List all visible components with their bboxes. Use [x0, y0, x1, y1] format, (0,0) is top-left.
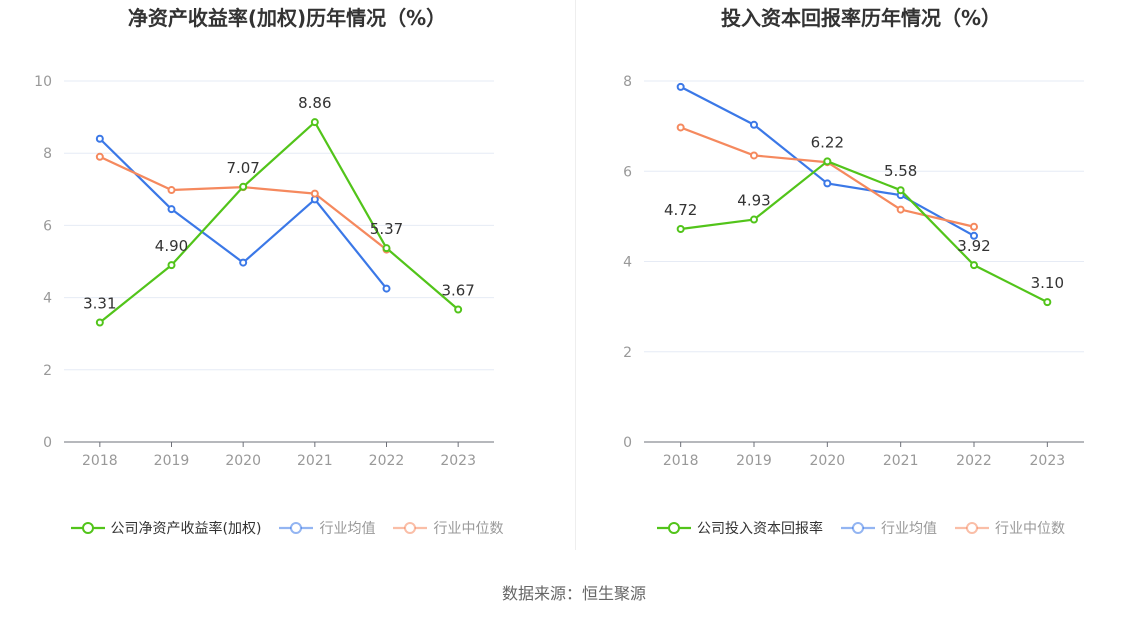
data-point-company[interactable]: [823, 157, 832, 166]
x-tick-label: 2019: [736, 453, 772, 469]
data-label: 7.07: [226, 159, 259, 177]
y-tick-label: 6: [623, 164, 632, 180]
x-tick-label: 2020: [225, 453, 261, 469]
data-point-avg[interactable]: [239, 258, 248, 267]
data-label: 3.92: [957, 237, 990, 255]
x-tick-label: 2023: [440, 453, 476, 469]
data-point-median[interactable]: [970, 222, 978, 231]
data-point-company[interactable]: [970, 261, 978, 270]
data-point-median[interactable]: [750, 151, 758, 160]
x-tick-label: 2023: [1030, 453, 1066, 469]
y-tick-label: 8: [43, 146, 52, 162]
legend-marker-icon: [279, 522, 314, 534]
data-point-avg[interactable]: [750, 120, 758, 129]
data-point-company[interactable]: [454, 305, 463, 314]
legend-marker-icon: [657, 522, 691, 534]
chart-plot: 0 2 4 6 8 2018 2019 2020 2021 2022 2023 4.72 4.93 6.2…: [623, 74, 1084, 469]
data-label: 3.67: [441, 282, 474, 300]
chart-title: 净资产收益率(加权)历年情况（%）: [127, 6, 447, 30]
data-point-company[interactable]: [750, 215, 758, 224]
chart-panel-roe: 净资产收益率(加权)历年情况（%） 0 2 4 6 8 10 2018 2019 2020 202…: [0, 0, 574, 560]
data-source-note: 数据来源：恒生聚源: [501, 584, 646, 603]
data-point-median[interactable]: [95, 152, 104, 161]
data-point-median[interactable]: [896, 205, 905, 214]
chart-title: 投入资本回报率历年情况（%）: [720, 6, 1002, 30]
legend-marker-icon: [70, 522, 105, 534]
legend-label: 行业均值: [881, 521, 937, 537]
data-label: 5.37: [370, 220, 403, 238]
x-tick-label: 2022: [956, 453, 992, 469]
data-point-company[interactable]: [310, 118, 319, 127]
legend-item-median[interactable]: 行业中位数: [393, 518, 503, 538]
series-line-company: [99, 121, 459, 324]
data-point-company[interactable]: [676, 225, 685, 234]
y-tick-label: 6: [43, 218, 52, 234]
series-line-company: [680, 160, 1048, 304]
legend-label: 行业中位数: [433, 521, 504, 537]
data-point-avg[interactable]: [676, 82, 685, 91]
data-label: 4.90: [155, 237, 188, 255]
chart-legend: 公司投入资本回报率 行业均值 行业中位数: [574, 518, 1148, 538]
x-tick-label: 2020: [810, 453, 846, 469]
data-label: 6.22: [811, 133, 844, 151]
data-point-company[interactable]: [1043, 298, 1052, 307]
legend-marker-icon: [841, 522, 875, 534]
data-point-avg[interactable]: [167, 205, 176, 214]
legend-item-median[interactable]: 行业中位数: [955, 518, 1065, 538]
y-tick-label: 2: [623, 345, 632, 361]
x-tick-label: 2021: [883, 453, 919, 469]
legend-label: 公司投入资本回报率: [697, 521, 823, 537]
chart-panel-roic: 投入资本回报率历年情况（%） 0 2 4 6 8 2018 2019 2020 2021 2022…: [574, 0, 1148, 560]
data-point-avg[interactable]: [382, 284, 391, 293]
x-tick-label: 2019: [154, 453, 190, 469]
y-tick-label: 8: [623, 74, 632, 90]
data-point-company[interactable]: [896, 186, 905, 195]
chart-legend: 公司净资产收益率(加权) 行业均值 行业中位数: [0, 518, 574, 538]
legend-marker-icon: [955, 522, 989, 534]
data-point-avg[interactable]: [970, 231, 978, 240]
data-point-median[interactable]: [676, 123, 685, 132]
data-point-company[interactable]: [167, 261, 176, 270]
data-label: 5.58: [884, 162, 917, 180]
data-point-avg[interactable]: [95, 134, 104, 143]
x-tick-label: 2021: [297, 453, 333, 469]
legend-label: 行业中位数: [995, 521, 1065, 537]
y-tick-label: 10: [34, 74, 52, 90]
legend-item-avg[interactable]: 行业均值: [841, 518, 937, 538]
legend-marker-icon: [393, 522, 428, 534]
y-tick-label: 2: [43, 363, 52, 379]
chart-plot: 0 2 4 6 8 10 2018 2019 2020 2021 2022 2023 3.31 4.90 7…: [34, 74, 494, 469]
data-label: 4.72: [664, 201, 697, 219]
x-tick-label: 2018: [663, 453, 699, 469]
x-tick-label: 2018: [82, 453, 118, 469]
data-point-median[interactable]: [310, 189, 319, 198]
data-point-median[interactable]: [167, 186, 176, 195]
x-tick-label: 2022: [369, 453, 405, 469]
data-point-company[interactable]: [95, 318, 104, 327]
data-point-company[interactable]: [382, 244, 391, 253]
data-label: 3.10: [1031, 274, 1064, 292]
data-point-avg[interactable]: [823, 179, 832, 188]
legend-label: 公司净资产收益率(加权): [110, 521, 262, 537]
y-tick-label: 4: [43, 291, 52, 307]
data-point-company[interactable]: [239, 182, 248, 191]
data-label: 8.86: [298, 94, 331, 112]
panel-divider: [575, 0, 576, 550]
y-tick-label: 4: [623, 255, 632, 271]
data-label: 3.31: [83, 295, 116, 313]
legend-item-avg[interactable]: 行业均值: [279, 518, 375, 538]
legend-item-company[interactable]: 公司净资产收益率(加权): [70, 518, 262, 538]
data-label: 4.93: [737, 192, 770, 210]
y-tick-label: 0: [43, 435, 52, 451]
y-tick-label: 0: [623, 435, 632, 451]
legend-item-company[interactable]: 公司投入资本回报率: [657, 518, 823, 538]
legend-label: 行业均值: [319, 521, 376, 537]
